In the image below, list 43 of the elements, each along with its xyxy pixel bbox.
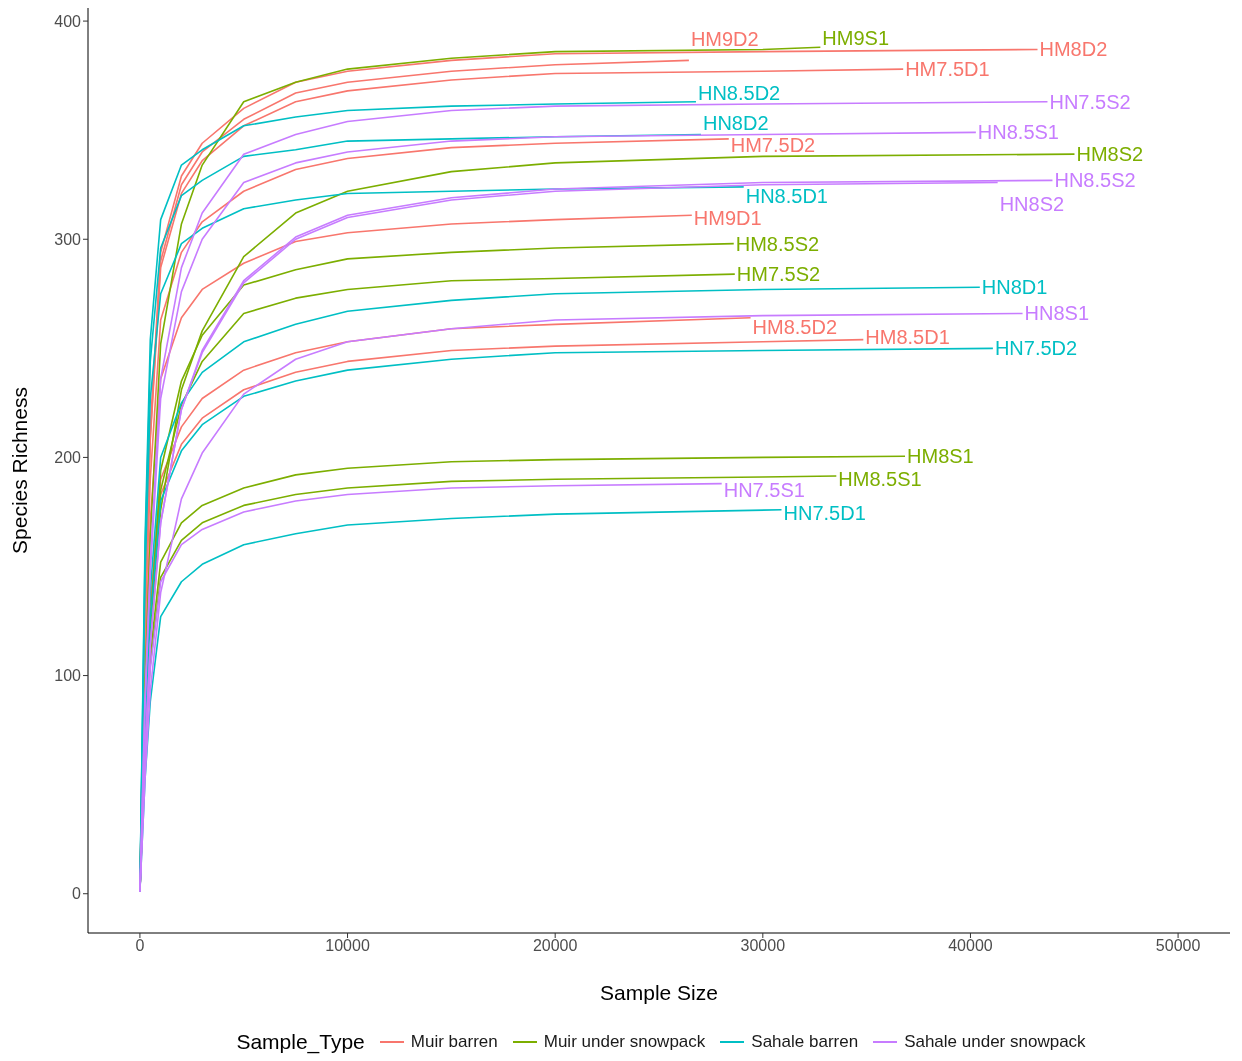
annotation: HM7.5D2 [730,133,816,156]
x-tick-label: 20000 [532,937,578,955]
y-tick-label: 100 [54,667,82,685]
annotation: HM9S1 [822,27,890,50]
annotation: HM9D1 [693,207,762,230]
y-tick-label: 400 [54,12,82,30]
annotation: HM7.5D1 [905,58,990,81]
x-tick-label: 50000 [1155,937,1201,955]
y-tick-label: 200 [54,449,82,467]
annotation: HN7.5S1 [723,478,805,501]
legend-title: Sample_Type [236,1030,365,1054]
annotation: HN8S1 [1024,302,1090,325]
legend-label: Sahale barren [750,1032,859,1052]
annotation: HM8S2 [1076,143,1144,166]
x-tick-label: 0 [135,937,145,955]
annotation: HN7.5D1 [783,501,866,524]
annotation: HM9D2 [690,28,759,51]
annotation: HN7.5D2 [994,337,1078,360]
annotation: HM8S1 [907,445,974,468]
annotation: HN8.5S1 [977,121,1060,144]
legend-label: Sahale under snowpack [903,1032,1086,1052]
annotation: HN8D1 [981,276,1048,299]
x-tick-label: 40000 [948,937,993,955]
annotation: HM8.5D2 [752,315,838,338]
x-tick-label: 10000 [325,937,370,955]
annotation: HM8.5S2 [735,232,820,255]
y-axis-title: Species Richness [8,387,32,554]
annotation: HN8.5D1 [745,184,828,207]
annotation: HN8.5S2 [1054,169,1136,192]
annotation: HM8D2 [1039,38,1108,61]
y-tick-label: 0 [72,885,82,903]
y-tick-label: 300 [54,230,82,248]
annotation: HM8.5D1 [865,325,950,348]
annotation: HM8.5S1 [838,467,922,490]
legend-label: Muir barren [409,1032,498,1052]
annotation: HN8.5D2 [697,81,781,104]
annotation: HN7.5S2 [1049,90,1131,113]
annotation: HM7.5S2 [736,263,821,286]
x-tick-label: 30000 [740,937,786,955]
annotation: HN8D2 [702,111,769,134]
x-axis-title: Sample Size [600,981,718,1004]
annotation: HN8S2 [999,192,1065,215]
legend-label: Muir under snowpack [542,1032,706,1052]
